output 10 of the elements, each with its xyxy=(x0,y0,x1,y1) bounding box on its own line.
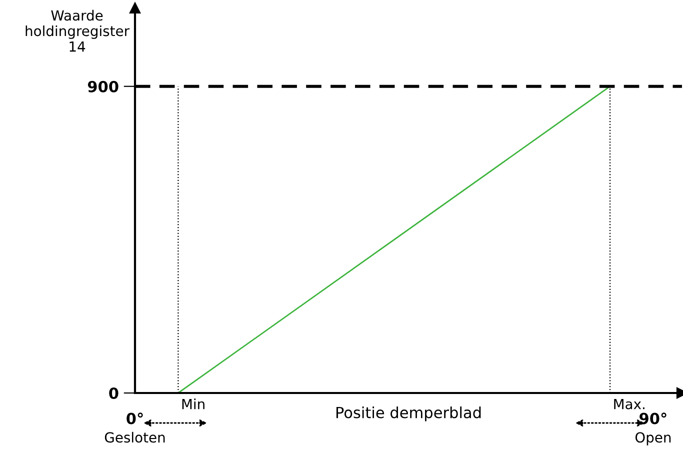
text: Gesloten xyxy=(104,432,165,443)
text: Open xyxy=(635,432,671,446)
x-tick-label: 90° xyxy=(640,412,666,424)
ref-line-label: Max. xyxy=(614,398,644,410)
y-tick-label: 0 xyxy=(109,387,118,400)
y-axis-title: Waarde holdingregister 14 xyxy=(26,10,130,52)
x-axis-title: Positie demperblad xyxy=(336,406,481,422)
ref-line-label: Min xyxy=(182,398,204,410)
y-tick-label: 900 xyxy=(88,80,118,92)
x-tick-label: 0° xyxy=(126,412,143,424)
